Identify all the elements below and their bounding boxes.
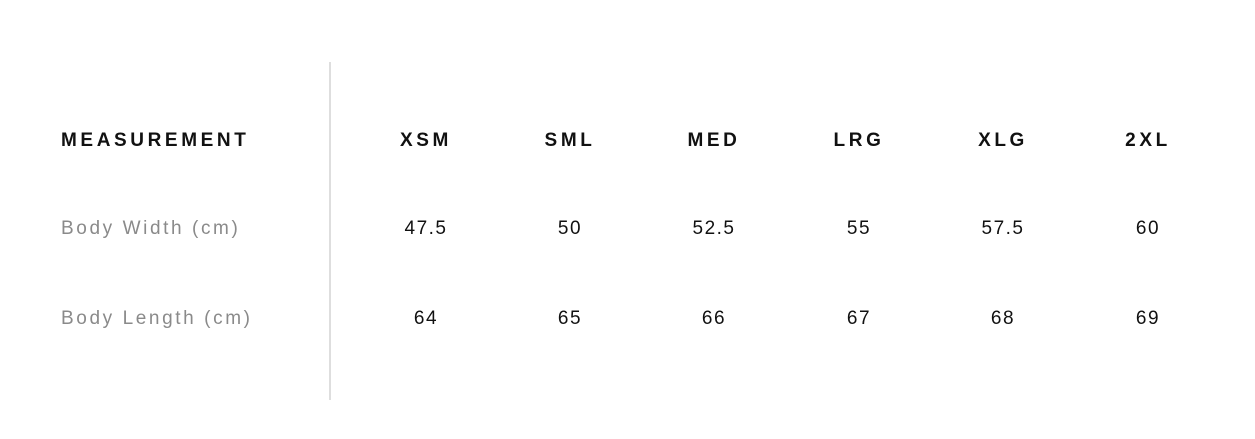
size-header-sml: SML [544, 130, 596, 151]
table-cell: 65 [557, 308, 583, 329]
table-cell: 57.5 [981, 218, 1025, 239]
size-header-lrg: LRG [833, 130, 885, 151]
table-cell: 64 [413, 308, 439, 329]
table-cell: 50 [557, 218, 583, 239]
table-cell: 60 [1135, 218, 1161, 239]
table-cell: 55 [846, 218, 872, 239]
measurement-header: MEASUREMENT [61, 130, 250, 151]
table-cell: 69 [1135, 308, 1161, 329]
row-label: Body Width (cm) [61, 218, 241, 239]
table-cell: 52.5 [692, 218, 736, 239]
size-header-xlg: XLG [978, 130, 1028, 151]
table-cell: 66 [701, 308, 727, 329]
size-header-xsm: XSM [400, 130, 452, 151]
table-cell: 47.5 [404, 218, 448, 239]
size-header-med: MED [687, 130, 741, 151]
size-header-2xl: 2XL [1125, 130, 1171, 151]
table-cell: 67 [846, 308, 872, 329]
table-cell: 68 [990, 308, 1016, 329]
column-divider [329, 62, 331, 400]
row-label: Body Length (cm) [61, 308, 253, 329]
